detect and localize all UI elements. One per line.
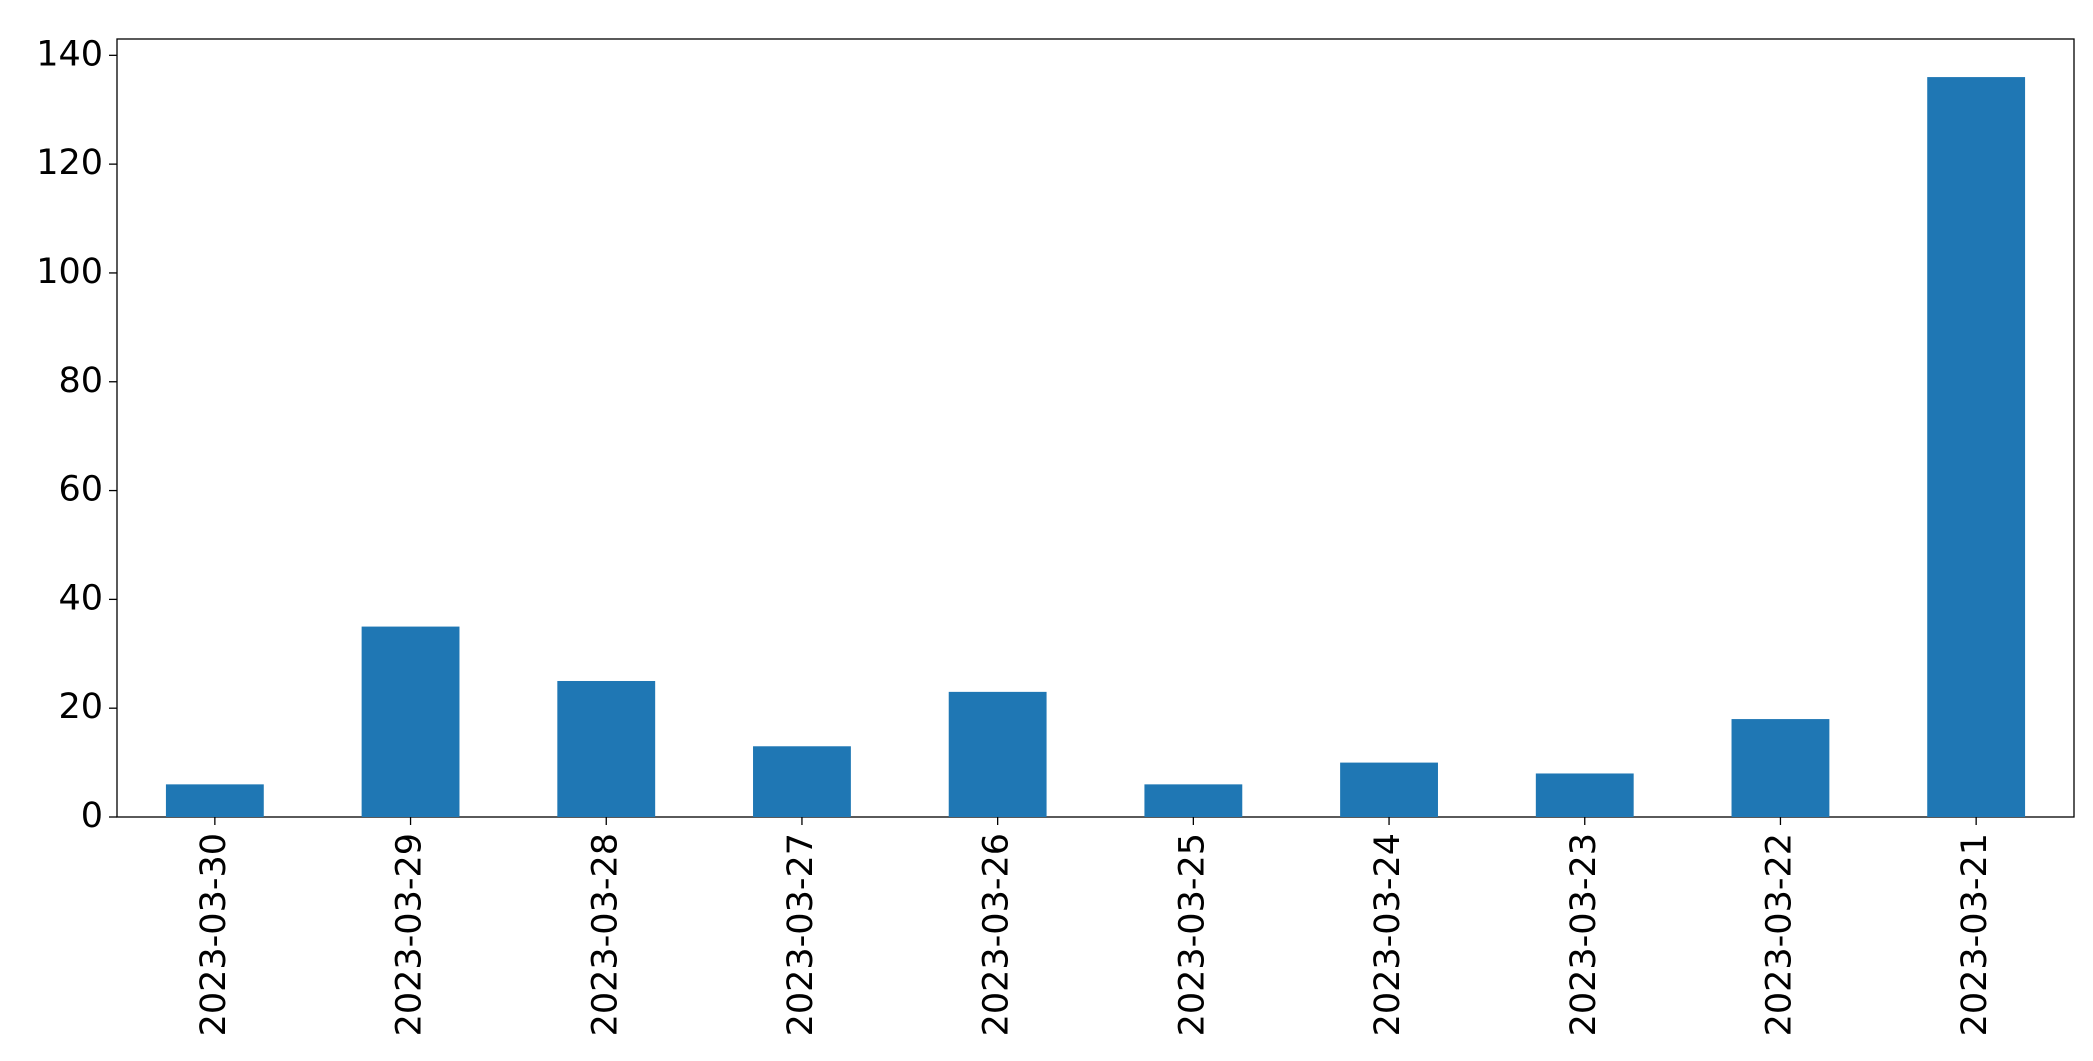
y-tick-label: 100 [36, 252, 103, 292]
bar [1731, 719, 1830, 817]
bar [753, 746, 851, 817]
x-tick-label: 2023-03-22 [1759, 833, 1799, 1036]
x-tick-label: 2023-03-25 [1172, 833, 1212, 1036]
x-tick-label: 2023-03-21 [1955, 833, 1995, 1036]
bar [1535, 773, 1634, 817]
bar [165, 784, 264, 817]
x-tick-label: 2023-03-23 [1564, 833, 1604, 1036]
x-tick-label: 2023-03-27 [781, 833, 821, 1036]
y-tick-label: 20 [58, 687, 103, 727]
y-tick-label: 140 [36, 34, 103, 74]
y-tick-label: 0 [81, 796, 103, 836]
x-tick-label: 2023-03-29 [390, 833, 430, 1036]
bar [361, 626, 460, 817]
y-tick-label: 60 [58, 470, 103, 510]
bar [1927, 77, 2026, 817]
y-tick-label: 120 [36, 143, 103, 183]
y-tick-label: 40 [58, 578, 103, 618]
bar [1144, 784, 1243, 817]
x-tick-label: 2023-03-30 [194, 833, 234, 1036]
bar [1340, 762, 1438, 817]
bar [557, 680, 656, 817]
y-tick-label: 80 [58, 361, 103, 401]
bar [948, 691, 1047, 817]
x-tick-label: 2023-03-26 [977, 833, 1017, 1036]
axes-frame [116, 38, 2075, 818]
x-tick-label: 2023-03-24 [1368, 833, 1408, 1036]
x-tick-label: 2023-03-28 [585, 833, 625, 1036]
